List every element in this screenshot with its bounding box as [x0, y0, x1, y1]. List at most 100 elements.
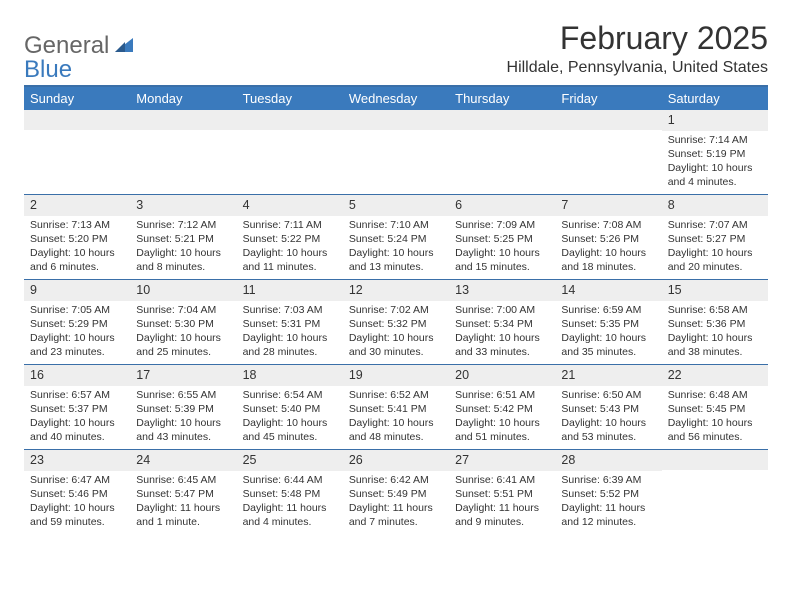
- sunrise-text: Sunrise: 7:07 AM: [668, 218, 762, 232]
- daylight-text: Daylight: 10 hours and 43 minutes.: [136, 416, 230, 444]
- sunrise-text: Sunrise: 6:48 AM: [668, 388, 762, 402]
- day-number: 18: [237, 365, 343, 386]
- day-body: Sunrise: 7:02 AMSunset: 5:32 PMDaylight:…: [343, 301, 449, 364]
- day-number: 20: [449, 365, 555, 386]
- sunrise-text: Sunrise: 6:47 AM: [30, 473, 124, 487]
- weekday-tuesday: Tuesday: [237, 87, 343, 110]
- daylight-text: Daylight: 10 hours and 25 minutes.: [136, 331, 230, 359]
- daylight-text: Daylight: 10 hours and 11 minutes.: [243, 246, 337, 274]
- daylight-text: Daylight: 10 hours and 38 minutes.: [668, 331, 762, 359]
- sunrise-text: Sunrise: 7:08 AM: [561, 218, 655, 232]
- day-cell: 25Sunrise: 6:44 AMSunset: 5:48 PMDayligh…: [237, 450, 343, 534]
- day-body: Sunrise: 6:42 AMSunset: 5:49 PMDaylight:…: [343, 471, 449, 534]
- sunset-text: Sunset: 5:22 PM: [243, 232, 337, 246]
- brand-line2: Blue: [24, 56, 72, 84]
- sunrise-text: Sunrise: 7:04 AM: [136, 303, 230, 317]
- daylight-text: Daylight: 10 hours and 13 minutes.: [349, 246, 443, 274]
- sunrise-text: Sunrise: 6:50 AM: [561, 388, 655, 402]
- day-body: Sunrise: 7:11 AMSunset: 5:22 PMDaylight:…: [237, 216, 343, 279]
- day-cell: [130, 110, 236, 194]
- day-body: Sunrise: 6:59 AMSunset: 5:35 PMDaylight:…: [555, 301, 661, 364]
- day-cell: [449, 110, 555, 194]
- sunrise-text: Sunrise: 6:58 AM: [668, 303, 762, 317]
- day-body: Sunrise: 6:55 AMSunset: 5:39 PMDaylight:…: [130, 386, 236, 449]
- sunrise-text: Sunrise: 7:11 AM: [243, 218, 337, 232]
- sunset-text: Sunset: 5:42 PM: [455, 402, 549, 416]
- weeks-container: 1Sunrise: 7:14 AMSunset: 5:19 PMDaylight…: [24, 110, 768, 534]
- sunrise-text: Sunrise: 6:39 AM: [561, 473, 655, 487]
- weekday-thursday: Thursday: [449, 87, 555, 110]
- sunset-text: Sunset: 5:32 PM: [349, 317, 443, 331]
- sunset-text: Sunset: 5:39 PM: [136, 402, 230, 416]
- day-number: 22: [662, 365, 768, 386]
- daylight-text: Daylight: 10 hours and 33 minutes.: [455, 331, 549, 359]
- sunrise-text: Sunrise: 6:54 AM: [243, 388, 337, 402]
- day-number: 26: [343, 450, 449, 471]
- day-cell: [555, 110, 661, 194]
- sunset-text: Sunset: 5:40 PM: [243, 402, 337, 416]
- day-number: 21: [555, 365, 661, 386]
- day-body: Sunrise: 6:44 AMSunset: 5:48 PMDaylight:…: [237, 471, 343, 534]
- sunrise-text: Sunrise: 6:57 AM: [30, 388, 124, 402]
- day-number: 1: [662, 110, 768, 131]
- day-cell: 8Sunrise: 7:07 AMSunset: 5:27 PMDaylight…: [662, 195, 768, 279]
- day-body: Sunrise: 7:10 AMSunset: 5:24 PMDaylight:…: [343, 216, 449, 279]
- day-body: Sunrise: 6:48 AMSunset: 5:45 PMDaylight:…: [662, 386, 768, 449]
- sunset-text: Sunset: 5:26 PM: [561, 232, 655, 246]
- sunrise-text: Sunrise: 7:00 AM: [455, 303, 549, 317]
- day-cell: 5Sunrise: 7:10 AMSunset: 5:24 PMDaylight…: [343, 195, 449, 279]
- day-cell: 4Sunrise: 7:11 AMSunset: 5:22 PMDaylight…: [237, 195, 343, 279]
- day-number: 12: [343, 280, 449, 301]
- day-body: Sunrise: 7:09 AMSunset: 5:25 PMDaylight:…: [449, 216, 555, 279]
- sunset-text: Sunset: 5:27 PM: [668, 232, 762, 246]
- sunset-text: Sunset: 5:51 PM: [455, 487, 549, 501]
- day-cell: 1Sunrise: 7:14 AMSunset: 5:19 PMDaylight…: [662, 110, 768, 194]
- calendar-page: General February 2025 Hilldale, Pennsylv…: [0, 0, 792, 554]
- day-cell: 12Sunrise: 7:02 AMSunset: 5:32 PMDayligh…: [343, 280, 449, 364]
- day-number: 4: [237, 195, 343, 216]
- day-number: 16: [24, 365, 130, 386]
- sunrise-text: Sunrise: 6:45 AM: [136, 473, 230, 487]
- day-body: Sunrise: 7:00 AMSunset: 5:34 PMDaylight:…: [449, 301, 555, 364]
- day-body: Sunrise: 6:52 AMSunset: 5:41 PMDaylight:…: [343, 386, 449, 449]
- daylight-text: Daylight: 10 hours and 45 minutes.: [243, 416, 337, 444]
- day-number: 19: [343, 365, 449, 386]
- sunrise-text: Sunrise: 6:55 AM: [136, 388, 230, 402]
- brand-sail-icon: [113, 34, 135, 59]
- location-text: Hilldale, Pennsylvania, United States: [507, 59, 768, 77]
- sunrise-text: Sunrise: 6:59 AM: [561, 303, 655, 317]
- day-body: Sunrise: 7:12 AMSunset: 5:21 PMDaylight:…: [130, 216, 236, 279]
- day-body: Sunrise: 6:39 AMSunset: 5:52 PMDaylight:…: [555, 471, 661, 534]
- day-cell: [24, 110, 130, 194]
- day-number: [662, 450, 768, 470]
- sunset-text: Sunset: 5:49 PM: [349, 487, 443, 501]
- day-number: 28: [555, 450, 661, 471]
- day-number: 13: [449, 280, 555, 301]
- month-title: February 2025: [507, 20, 768, 57]
- sunset-text: Sunset: 5:34 PM: [455, 317, 549, 331]
- daylight-text: Daylight: 11 hours and 1 minute.: [136, 501, 230, 529]
- day-number: 7: [555, 195, 661, 216]
- day-body: [449, 130, 555, 136]
- sunrise-text: Sunrise: 6:52 AM: [349, 388, 443, 402]
- day-cell: 14Sunrise: 6:59 AMSunset: 5:35 PMDayligh…: [555, 280, 661, 364]
- day-cell: 19Sunrise: 6:52 AMSunset: 5:41 PMDayligh…: [343, 365, 449, 449]
- day-body: [343, 130, 449, 136]
- brand-part2: Blue: [24, 56, 72, 83]
- day-body: [237, 130, 343, 136]
- day-number: 11: [237, 280, 343, 301]
- daylight-text: Daylight: 10 hours and 20 minutes.: [668, 246, 762, 274]
- page-header: General February 2025 Hilldale, Pennsylv…: [24, 20, 768, 77]
- day-body: Sunrise: 6:54 AMSunset: 5:40 PMDaylight:…: [237, 386, 343, 449]
- day-number: 5: [343, 195, 449, 216]
- sunset-text: Sunset: 5:45 PM: [668, 402, 762, 416]
- daylight-text: Daylight: 10 hours and 48 minutes.: [349, 416, 443, 444]
- sunset-text: Sunset: 5:36 PM: [668, 317, 762, 331]
- sunset-text: Sunset: 5:31 PM: [243, 317, 337, 331]
- sunrise-text: Sunrise: 7:02 AM: [349, 303, 443, 317]
- day-body: Sunrise: 7:08 AMSunset: 5:26 PMDaylight:…: [555, 216, 661, 279]
- day-body: [555, 130, 661, 136]
- day-cell: 24Sunrise: 6:45 AMSunset: 5:47 PMDayligh…: [130, 450, 236, 534]
- day-number: [237, 110, 343, 130]
- day-number: 25: [237, 450, 343, 471]
